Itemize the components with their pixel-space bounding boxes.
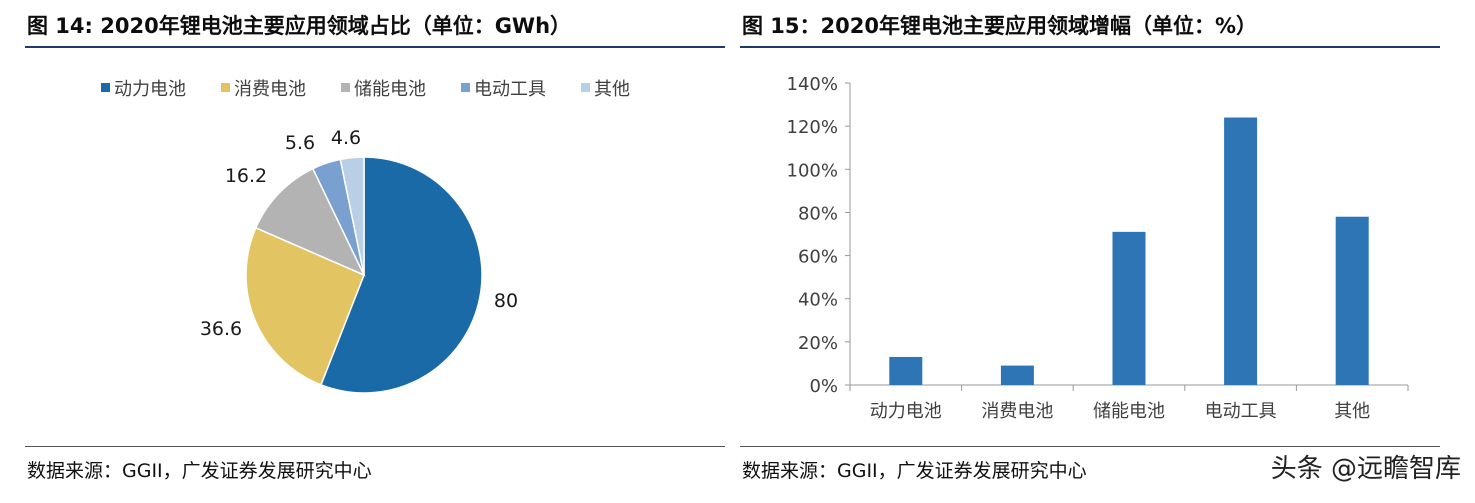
pie-legend-item: 动力电池 — [101, 79, 186, 100]
bar-chart: 0% 20% 40% 60% 80% 100% 120% 140% 动力电池 消费电池 储能电池 电动… — [787, 74, 1409, 422]
y-tick-label: 40% — [798, 290, 838, 311]
bar — [1335, 216, 1369, 385]
bar — [1112, 231, 1146, 385]
bar-figure-title: 图 15：2020年锂电池主要应用领域增幅（单位：%） — [742, 14, 1258, 38]
pie-legend-item: 其他 — [581, 79, 630, 100]
pie-title-rule — [25, 46, 725, 48]
pie-legend-label: 动力电池 — [114, 79, 186, 100]
pie-slice — [245, 226, 365, 386]
pie-data-label: 80 — [494, 290, 518, 312]
y-tick-label: 80% — [798, 203, 838, 224]
pie-data-label: 36.6 — [200, 318, 242, 340]
pie-source-note: 数据来源：GGII，广发证券发展研究中心 — [27, 460, 372, 482]
pie-source-rule — [25, 446, 725, 447]
y-tick-label: 0% — [809, 376, 838, 397]
bar-title-rule — [740, 46, 1440, 48]
pie-chart: 动力电池 消费电池 储能电池 电动工具 其他 80 36.6 16.2 5.6 4.6 — [101, 79, 630, 394]
x-tick-label: 消费电池 — [981, 401, 1053, 422]
y-tick-label: 20% — [798, 333, 838, 354]
right-figure-panel: 图 15：2020年锂电池主要应用领域增幅（单位：%） 0% 20% 40% 60% 8… — [738, 0, 1475, 503]
pie-slice — [319, 156, 483, 394]
bar-source-rule — [740, 446, 1440, 447]
x-tick-label: 其他 — [1334, 401, 1370, 422]
bar-source-note: 数据来源：GGII，广发证券发展研究中心 — [742, 460, 1087, 482]
pie-legend-item: 电动工具 — [461, 79, 546, 100]
bar — [889, 356, 923, 385]
watermark: 头条 @远瞻智库 — [1270, 454, 1461, 484]
pie-figure-title: 图 14: 2020年锂电池主要应用领域占比（单位：GWh） — [27, 14, 572, 38]
pie-legend-swatch — [461, 83, 470, 92]
pie-legend-swatch — [581, 83, 590, 92]
x-tick-label: 储能电池 — [1093, 401, 1165, 422]
pie-legend-swatch — [341, 83, 350, 92]
pie-legend-item: 储能电池 — [341, 79, 426, 100]
bar — [1224, 117, 1258, 385]
y-tick-label: 120% — [787, 117, 838, 138]
pie-legend-label: 其他 — [594, 79, 630, 100]
pie-slice — [254, 167, 366, 277]
x-tick-label: 动力电池 — [870, 401, 942, 422]
bar — [1000, 365, 1034, 385]
pie-legend-swatch — [101, 83, 110, 92]
y-tick-label: 100% — [787, 160, 838, 181]
pie-legend-item: 消费电池 — [221, 79, 306, 100]
pie-legend-label: 消费电池 — [234, 79, 306, 100]
pie-legend-swatch — [221, 83, 230, 92]
pie-data-label: 4.6 — [331, 127, 361, 149]
pie-legend-label: 储能电池 — [354, 79, 426, 100]
pie-legend-label: 电动工具 — [474, 79, 546, 100]
pie-data-label: 16.2 — [225, 165, 267, 187]
pie-data-label: 5.6 — [285, 132, 315, 154]
x-tick-label: 电动工具 — [1205, 401, 1277, 422]
y-tick-label: 140% — [787, 74, 838, 95]
pie-slice — [339, 156, 365, 276]
y-tick-label: 60% — [798, 247, 838, 268]
left-figure-panel: 图 14: 2020年锂电池主要应用领域占比（单位：GWh） 动力电池 消费电池 储… — [0, 0, 735, 503]
